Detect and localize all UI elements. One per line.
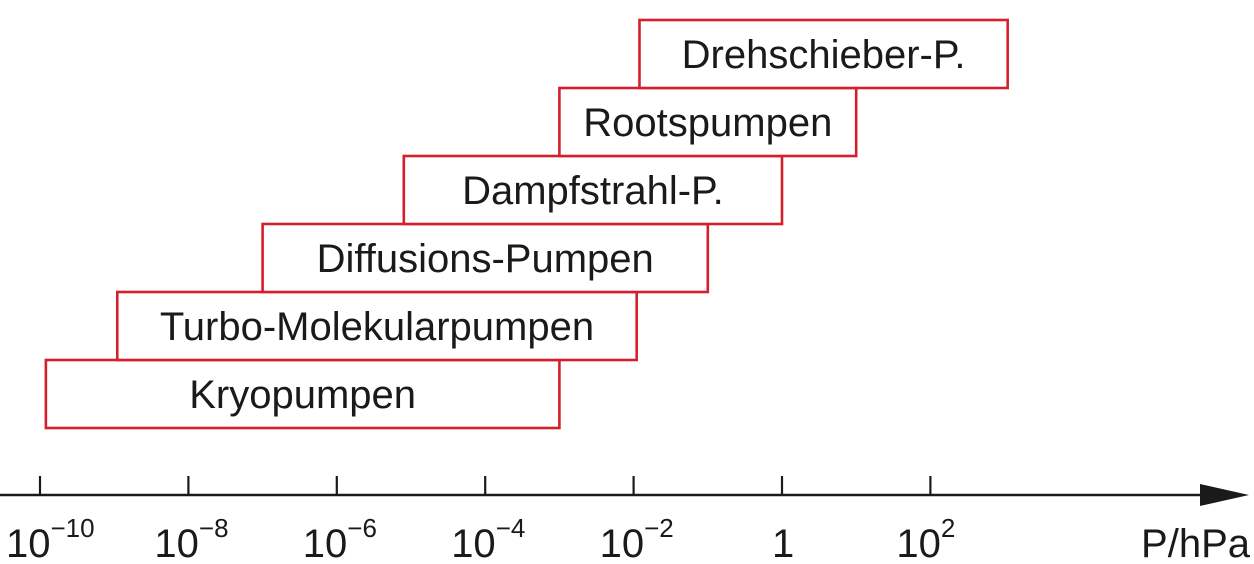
x-axis-arrowhead bbox=[1200, 484, 1249, 506]
x-tick-label-exponent: −10 bbox=[51, 513, 95, 543]
x-tick-label: 10−10 bbox=[6, 513, 95, 564]
x-axis-ticks: 10−10 10−8 10−6 10−4 10−2 1 102 bbox=[6, 476, 955, 564]
range-bar: Rootspumpen bbox=[558, 86, 858, 158]
range-label: Kryopumpen bbox=[189, 373, 416, 417]
x-tick-label: 10−8 bbox=[154, 513, 228, 564]
x-tick-label-base: 10 bbox=[303, 522, 348, 564]
range-bar: Kryopumpen bbox=[44, 358, 561, 430]
x-tick-label-base: 10 bbox=[896, 522, 941, 564]
range-label: Dampfstrahl-P. bbox=[462, 169, 724, 213]
range-box bbox=[638, 18, 1009, 90]
x-tick-label-exponent: −6 bbox=[347, 513, 377, 543]
range-box bbox=[44, 358, 561, 430]
x-tick-label: 10−4 bbox=[451, 513, 525, 564]
x-tick-label-base: 1 bbox=[772, 522, 794, 564]
x-tick-label: 102 bbox=[896, 513, 955, 564]
x-tick-label-base: 10 bbox=[6, 522, 51, 564]
x-tick-label: 1 bbox=[772, 522, 794, 564]
range-box bbox=[402, 154, 784, 226]
range-label: Rootspumpen bbox=[583, 101, 832, 145]
range-bar: Drehschieber-P. bbox=[638, 18, 1009, 90]
range-label: Drehschieber-P. bbox=[682, 33, 966, 77]
range-box bbox=[115, 290, 638, 362]
x-tick-label-exponent: −8 bbox=[199, 513, 229, 543]
x-tick-label-exponent: −2 bbox=[644, 513, 674, 543]
x-tick-label: 10−6 bbox=[303, 513, 377, 564]
range-bar: Diffusions-Pumpen bbox=[261, 222, 710, 294]
pressure-axis: 10−10 10−8 10−6 10−4 10−2 1 102 P/hPa bbox=[0, 476, 1251, 564]
range-label: Turbo-Molekularpumpen bbox=[160, 305, 594, 349]
x-tick-label-exponent: 2 bbox=[941, 513, 955, 543]
range-box bbox=[558, 86, 858, 158]
range-label: Diffusions-Pumpen bbox=[317, 237, 654, 281]
pump-ranges: Kryopumpen Turbo-Molekularpumpen Diffusion… bbox=[44, 18, 1009, 430]
range-bar: Turbo-Molekularpumpen bbox=[115, 290, 638, 362]
x-tick-label-base: 10 bbox=[154, 522, 199, 564]
x-tick-label-exponent: −4 bbox=[496, 513, 526, 543]
x-axis-title: P/hPa bbox=[1141, 522, 1251, 564]
x-tick-label: 10−2 bbox=[600, 513, 674, 564]
range-bar: Dampfstrahl-P. bbox=[402, 154, 784, 226]
x-tick-label-base: 10 bbox=[451, 522, 496, 564]
x-tick-label-base: 10 bbox=[600, 522, 645, 564]
